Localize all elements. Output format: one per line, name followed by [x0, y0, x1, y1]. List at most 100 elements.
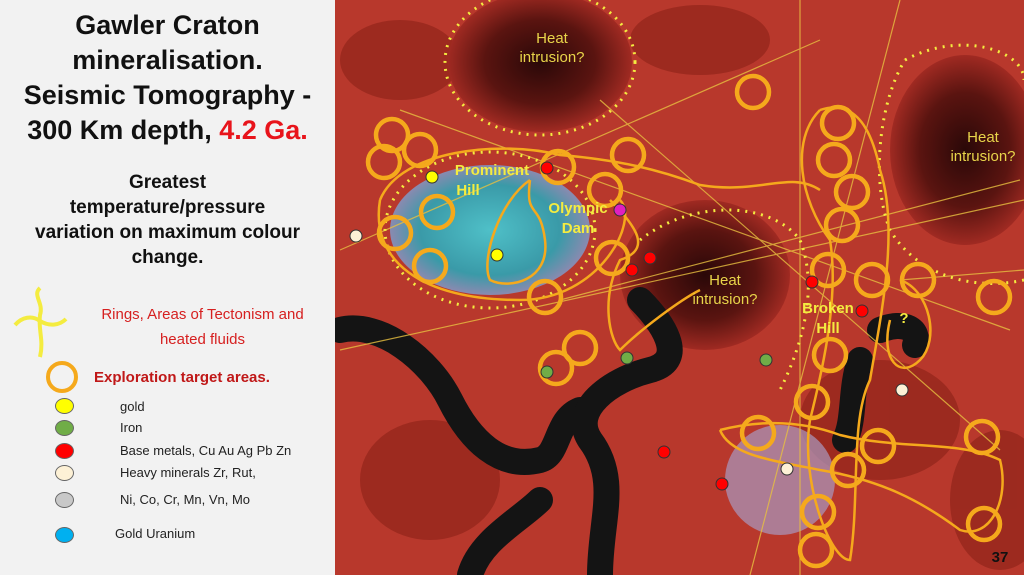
- deposit-dot: [540, 161, 554, 175]
- legend-text: Rings, Areas of Tectonism and: [101, 306, 304, 323]
- target-ring: [376, 214, 414, 252]
- legend-text: heated fluids: [159, 331, 246, 348]
- black-anomaly: [335, 287, 929, 575]
- legend-item: Ni, Co, Cr, Mn, Vn, Mo: [120, 492, 251, 507]
- deposit-dot: [643, 251, 657, 265]
- map-label: Broken Hill: [802, 300, 854, 337]
- map-label-line: Heat: [536, 30, 569, 47]
- target-ring: [975, 278, 1013, 316]
- map-label: ?: [899, 310, 908, 327]
- title-text: 300 Km depth,: [27, 115, 212, 145]
- map-label-line: Hill: [816, 320, 839, 337]
- map-label-line: Olympic: [548, 200, 607, 217]
- legend-item: Gold Uranium: [115, 526, 196, 541]
- deposit-dot: [759, 353, 773, 367]
- deposit-dot: [780, 462, 794, 476]
- deposit-dot: [805, 275, 819, 289]
- target-ring: [859, 427, 897, 465]
- deposit-dot: [895, 383, 909, 397]
- target-ring: [829, 451, 867, 489]
- target-ring: [411, 247, 449, 285]
- deposit-dot: [490, 248, 504, 262]
- target-ring: [586, 171, 624, 209]
- target-ring: [963, 418, 1001, 456]
- map-label: Heat intrusion?: [519, 30, 584, 66]
- target-rings: [365, 73, 1013, 569]
- heat-zone: [448, 0, 632, 132]
- target-ring: [965, 505, 1003, 543]
- map-label-line: Broken: [802, 300, 854, 317]
- target-ring: [899, 261, 937, 299]
- target-ring: [815, 141, 853, 179]
- deposit-dot: [855, 304, 869, 318]
- target-ring: [593, 239, 631, 277]
- deposit-dot: [540, 365, 554, 379]
- title-line: Gawler Craton: [75, 10, 260, 40]
- target-ring: [739, 414, 777, 452]
- target-ring: [823, 206, 861, 244]
- legend-panel: Gawler Craton mineralisation. Seismic To…: [0, 0, 335, 575]
- title-line: Seismic Tomography -: [23, 80, 312, 110]
- subtitle-line: temperature/pressure: [69, 197, 266, 218]
- map-label: Heat intrusion?: [692, 272, 757, 308]
- title-line: mineralisation.: [72, 45, 263, 75]
- map-label-line: intrusion?: [692, 291, 757, 308]
- target-ring: [793, 383, 831, 421]
- legend-item: Iron: [120, 420, 143, 435]
- map: Heat intrusion? Heat intrusion? Heat intrus…: [335, 0, 1024, 575]
- target-ring: [537, 349, 575, 387]
- target-ring: [799, 493, 837, 531]
- title-highlight: 4.2 Ga.: [219, 115, 308, 145]
- target-ring: [526, 278, 564, 316]
- target-ring: [401, 131, 439, 169]
- legend-dot: [55, 398, 74, 414]
- deposit-dot: [349, 229, 363, 243]
- legend-dot: [55, 492, 74, 508]
- target-ring: [373, 116, 411, 154]
- target-ring: [811, 336, 849, 374]
- map-label-line: intrusion?: [519, 49, 584, 66]
- blue-zone: [725, 425, 835, 535]
- map-label: Olympic Dam: [548, 200, 607, 237]
- title-line: 300 Km depth, 4.2 Ga.: [0, 113, 335, 148]
- deposit-dot: [620, 351, 634, 365]
- map-label: Prominent Hill: [455, 162, 529, 199]
- deposit-dot: [715, 477, 729, 491]
- legend-item: gold: [120, 399, 145, 414]
- map-label-line: Dam: [562, 220, 595, 237]
- page-number: 37: [992, 549, 1009, 566]
- target-ring: [365, 143, 403, 181]
- map-label-line: intrusion?: [950, 148, 1015, 165]
- target-ring: [734, 73, 772, 111]
- legend-item: Base metals, Cu Au Ag Pb Zn: [120, 443, 292, 458]
- deposit-dot: [613, 203, 627, 217]
- texture: [340, 5, 1024, 570]
- target-ring: [853, 261, 891, 299]
- legend-dot: [55, 420, 74, 436]
- legend-dot: [55, 465, 74, 481]
- subtitle-line: Greatest: [128, 172, 207, 193]
- subtitle: Greatest temperature/pressure variation …: [0, 170, 335, 270]
- deposit-dots: [349, 161, 909, 491]
- title: Gawler Craton mineralisation. Seismic To…: [0, 8, 335, 148]
- target-ring: [609, 136, 647, 174]
- map-label-line: Heat: [709, 272, 742, 289]
- target-ring: [561, 329, 599, 367]
- target-ring: [833, 173, 871, 211]
- legend-targets: Exploration target areas.: [94, 369, 270, 386]
- map-label-line: Hill: [456, 182, 479, 199]
- target-ring: [819, 104, 857, 142]
- map-label-line: Prominent: [455, 162, 529, 179]
- ring-icon: [13, 286, 68, 358]
- target-ring: [418, 193, 456, 231]
- deposit-dot: [425, 170, 439, 184]
- legend-dot: [55, 443, 74, 459]
- legend-dot: [55, 527, 74, 543]
- dotted-boundaries: [383, 0, 1024, 391]
- deposit-dot: [657, 445, 671, 459]
- map-label: Heat intrusion?: [950, 129, 1015, 165]
- deposit-dot: [625, 263, 639, 277]
- heat-zone: [890, 55, 1024, 245]
- map-label-line: Heat: [967, 129, 1000, 146]
